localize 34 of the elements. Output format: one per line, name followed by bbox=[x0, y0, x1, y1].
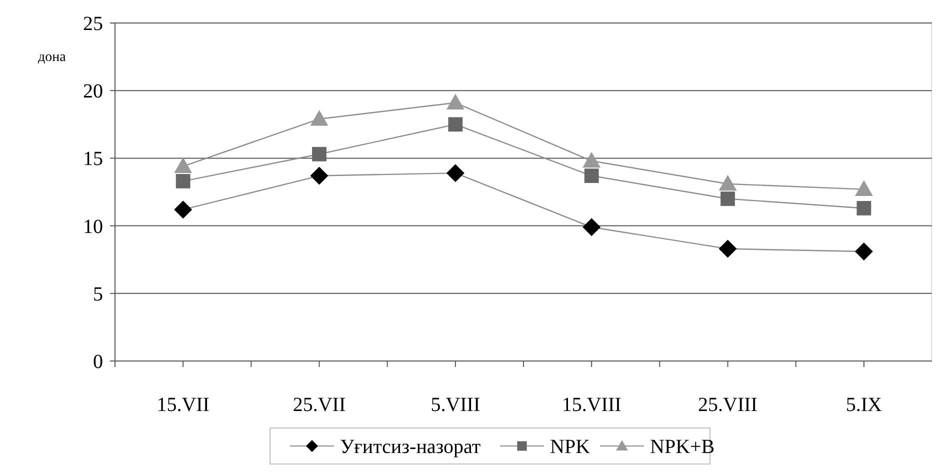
y-tick-label: 10 bbox=[83, 216, 103, 238]
legend-label: NPK bbox=[550, 436, 591, 458]
y-tick-label: 15 bbox=[83, 148, 103, 170]
x-tick-label: 5.VIII bbox=[430, 394, 480, 416]
y-tick-label: 0 bbox=[93, 351, 103, 373]
point bbox=[854, 242, 873, 260]
y-tick-label: 20 bbox=[83, 80, 103, 103]
point bbox=[856, 201, 872, 216]
point bbox=[718, 240, 737, 258]
y-axis-title: дона bbox=[38, 50, 67, 65]
point bbox=[584, 168, 599, 183]
point bbox=[582, 218, 601, 236]
point bbox=[448, 117, 463, 132]
legend-label: NPK+B bbox=[650, 436, 715, 458]
x-tick-label: 15.VII bbox=[156, 394, 210, 416]
point bbox=[310, 166, 328, 185]
y-tick-label: 25 bbox=[83, 13, 103, 35]
point bbox=[446, 164, 464, 182]
point bbox=[446, 94, 464, 110]
point bbox=[174, 200, 192, 219]
point bbox=[854, 180, 873, 196]
point bbox=[176, 174, 190, 188]
point bbox=[312, 146, 326, 162]
x-tick-label: 25.VII bbox=[292, 394, 346, 416]
point bbox=[174, 157, 192, 174]
point bbox=[310, 110, 328, 126]
x-tick-label: 5.IX bbox=[846, 394, 883, 416]
point bbox=[718, 174, 737, 191]
point bbox=[582, 152, 601, 168]
point bbox=[720, 192, 735, 206]
y-tick-label: 5 bbox=[93, 283, 103, 306]
legend-label: Уғитсиз-назорат bbox=[340, 436, 481, 458]
x-tick-label: 25.VIII bbox=[698, 394, 758, 416]
x-tick-label: 15.VIII bbox=[562, 394, 622, 416]
